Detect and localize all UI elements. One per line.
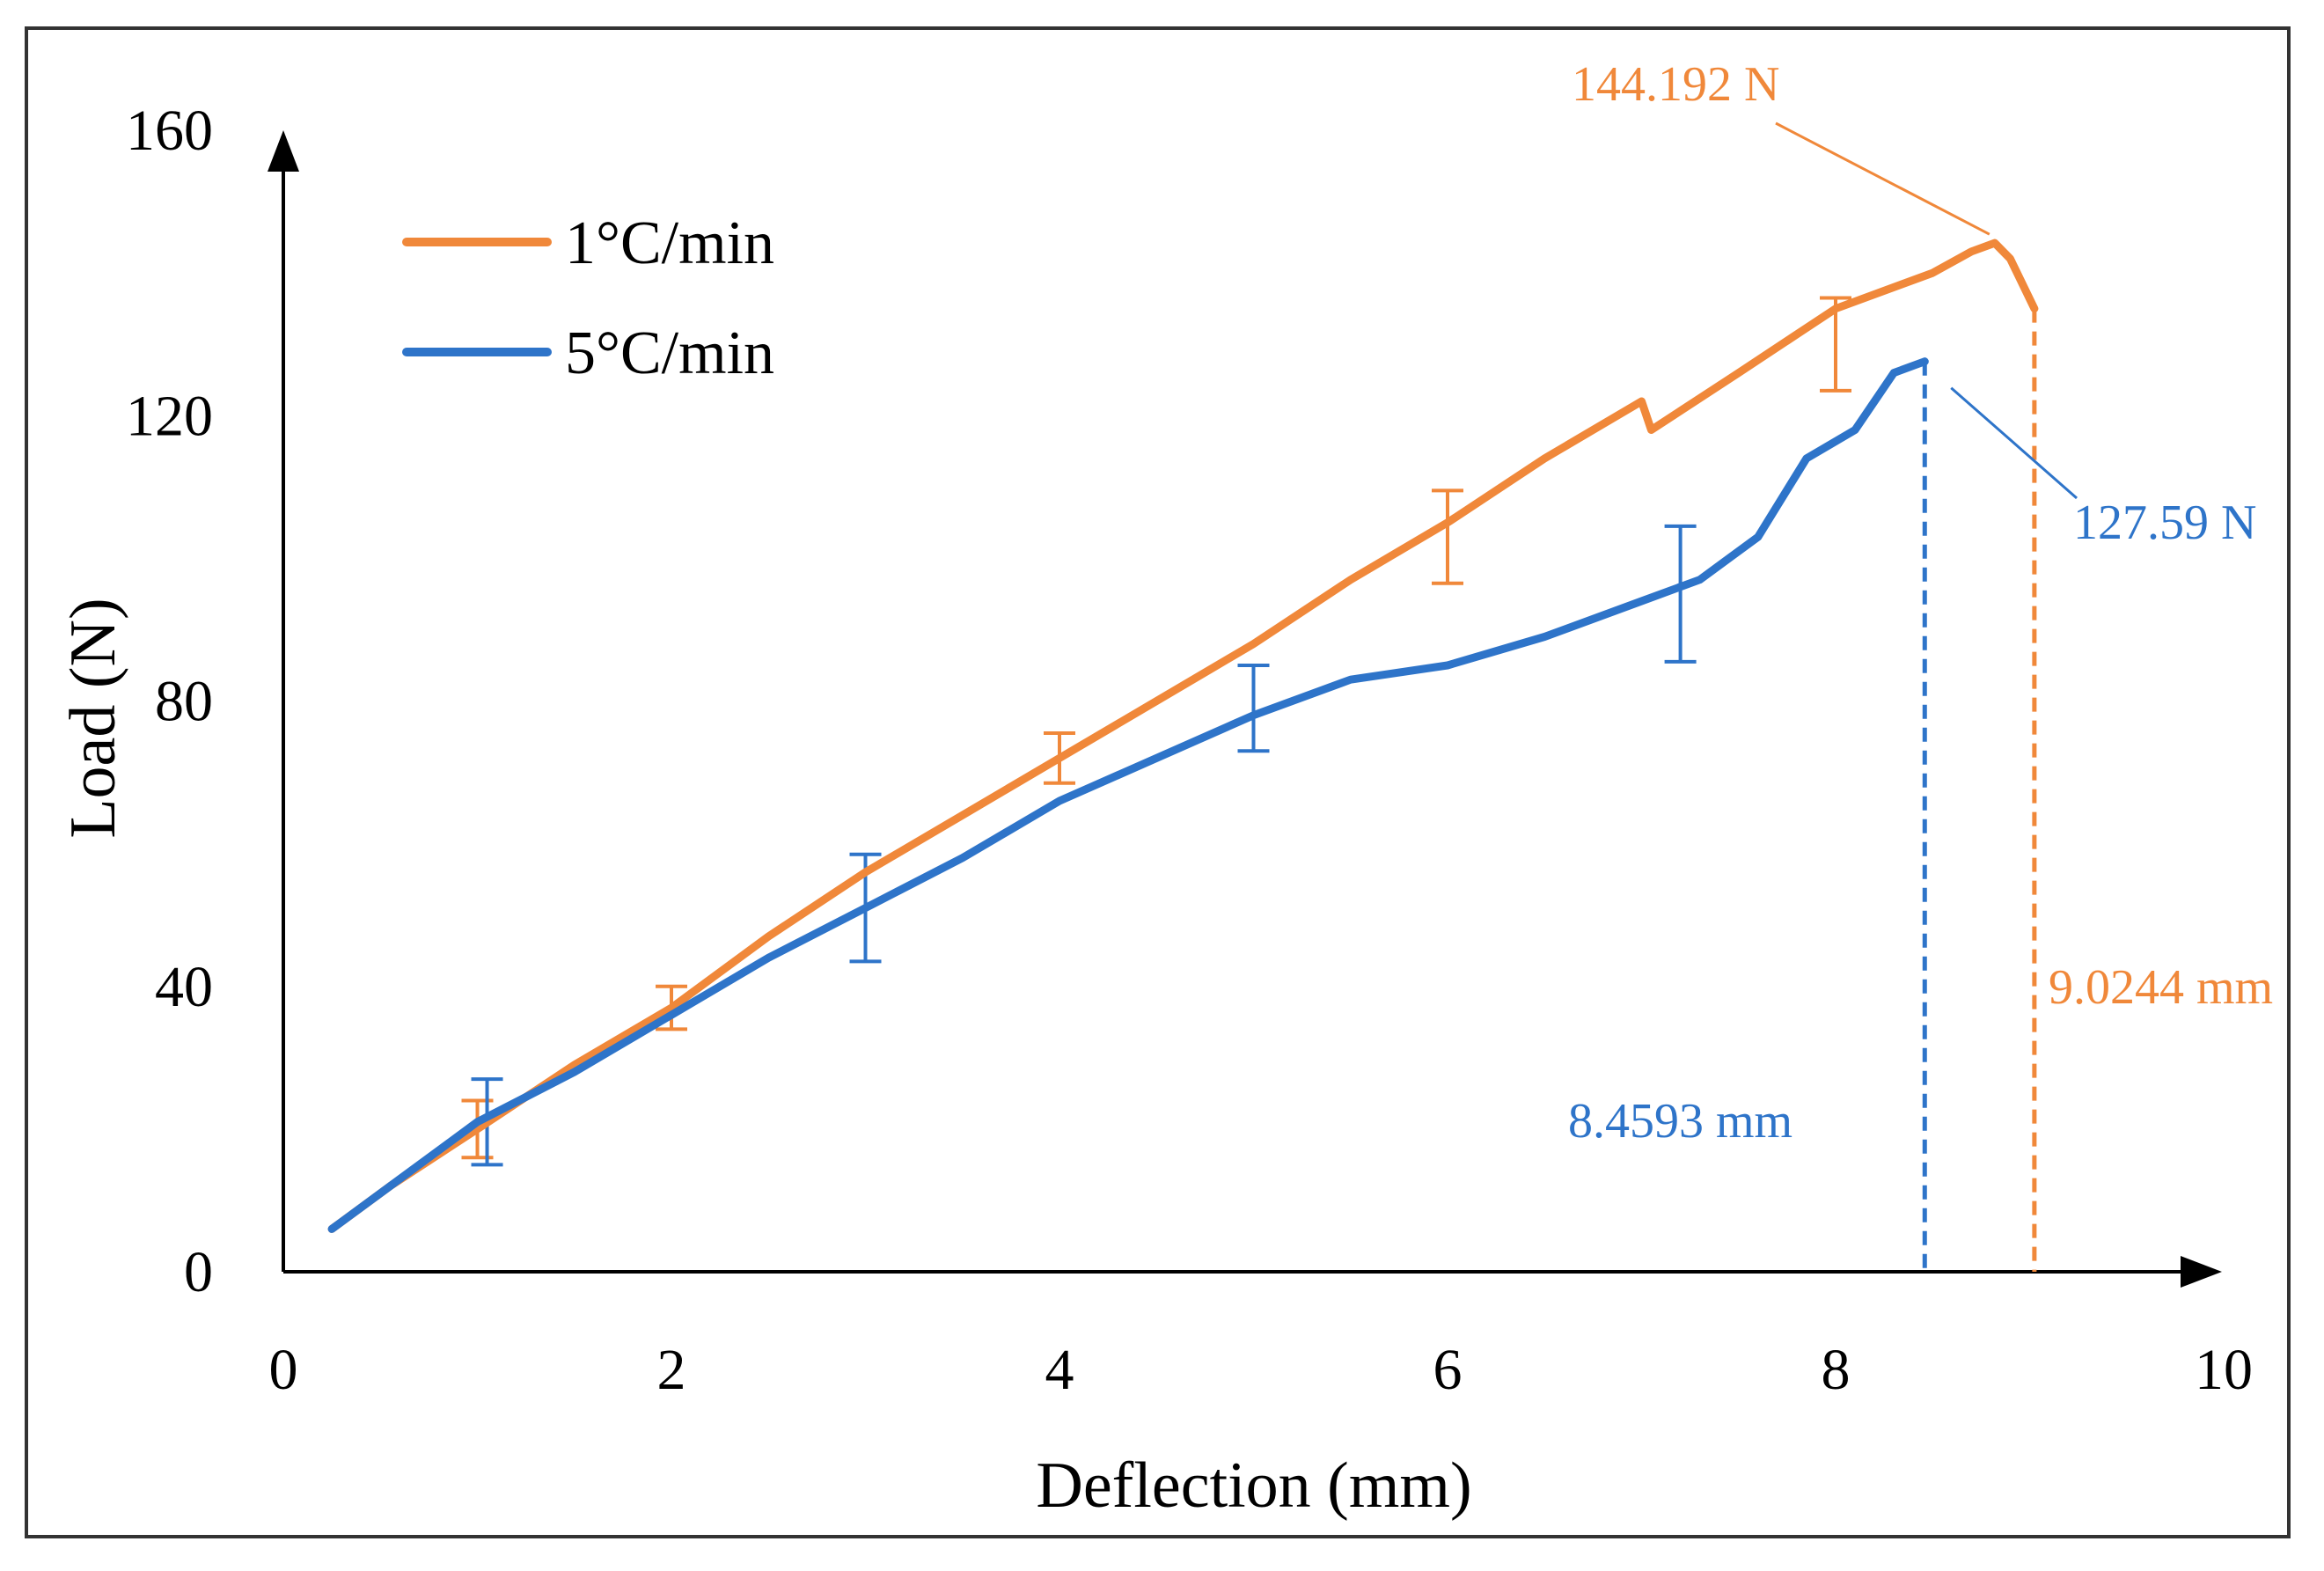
- legend-item: 5°C/min: [402, 319, 774, 387]
- x-tick-label: 8: [1822, 1338, 1851, 1402]
- annotations: 144.192 N 127.59 N 9.0244 mm 8.4593 mm: [1568, 57, 2273, 1149]
- leader-line-127-59: [1950, 386, 2078, 500]
- y-tick-label: 80: [155, 670, 213, 734]
- x-tick-label: 6: [1433, 1338, 1463, 1402]
- leader-line-144-192: [1775, 121, 1990, 236]
- annotation-144-192: 144.192 N: [1572, 57, 1779, 112]
- x-tick-label: 2: [657, 1338, 686, 1402]
- legend: 1°C/min 5°C/min: [402, 209, 774, 387]
- annotation-9-0244-mm: 9.0244 mm: [2049, 960, 2273, 1015]
- series-line-1c-per-min: [327, 239, 2039, 1233]
- tick-labels: 0 2 4 6 8 10 0 40 80 120 160: [126, 99, 2253, 1402]
- series-line-5c-per-min: [327, 357, 1929, 1233]
- x-tick-label: 10: [2195, 1338, 2253, 1402]
- x-tick-label: 4: [1045, 1338, 1074, 1402]
- legend-item: 1°C/min: [402, 209, 774, 277]
- y-tick-label: 120: [126, 384, 213, 448]
- error-bar: [1432, 488, 1463, 585]
- error-bars: [461, 296, 1851, 1167]
- error-bar: [1237, 663, 1270, 753]
- x-axis-title: Deflection (mm): [1036, 1450, 1471, 1522]
- annotation-8-4593-mm: 8.4593 mm: [1568, 1094, 1792, 1149]
- x-axis-arrowhead: [2181, 1256, 2222, 1288]
- axes: [268, 130, 2222, 1288]
- drop-lines: [1922, 308, 2037, 1272]
- legend-label: 5°C/min: [565, 319, 774, 387]
- y-axis-title: Load (N): [57, 598, 129, 838]
- legend-label: 1°C/min: [565, 209, 774, 277]
- annotation-127-59: 127.59 N: [2073, 496, 2256, 550]
- x-tick-label: 0: [269, 1338, 298, 1402]
- y-tick-label: 0: [184, 1240, 213, 1304]
- y-tick-label: 40: [155, 955, 213, 1019]
- error-bar: [1664, 524, 1697, 664]
- y-axis-arrowhead: [268, 130, 299, 172]
- series-lines: [327, 239, 2039, 1233]
- y-tick-label: 160: [126, 99, 213, 163]
